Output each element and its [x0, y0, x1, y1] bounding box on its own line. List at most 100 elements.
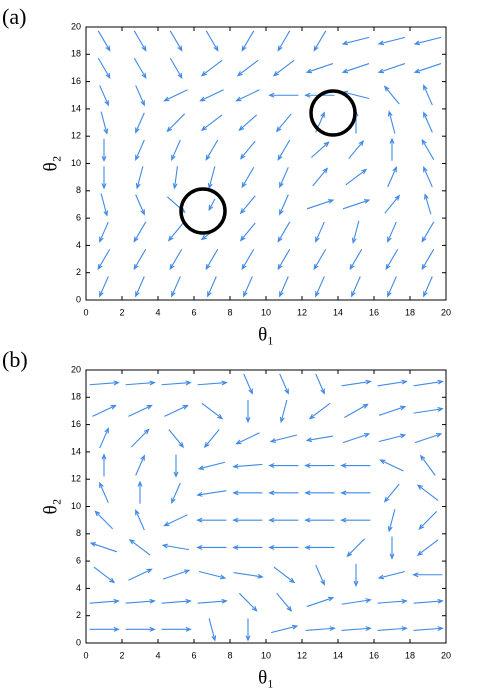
arrow: [128, 538, 151, 556]
arrow: [315, 564, 325, 586]
arrow: [344, 403, 369, 418]
arrow: [101, 138, 107, 163]
arrow: [340, 490, 371, 496]
arrow: [279, 167, 289, 189]
quiver-panel: 0 2 4 6 8 10 12 14 16 18 20 0 2 4 6 8 10 12 14 16 18 20 (b) θ₁ θ…: [2, 347, 451, 688]
x-tick-label: 2: [119, 307, 124, 317]
arrow: [268, 92, 299, 98]
arrow: [239, 222, 256, 242]
arrow: [387, 509, 396, 533]
arrow: [349, 248, 363, 271]
x-tick-label: 0: [83, 650, 88, 660]
x-axis-label: θ₁: [258, 324, 274, 345]
arrow: [130, 428, 150, 448]
arrow: [89, 598, 120, 604]
highlight-circle: [179, 187, 227, 235]
arrow: [198, 570, 227, 580]
arrow: [416, 484, 439, 501]
arrow: [168, 429, 185, 449]
arrow: [377, 379, 408, 387]
arrow: [135, 276, 145, 298]
arrow: [208, 198, 216, 212]
arrow: [424, 193, 432, 215]
plot-area: [85, 26, 447, 301]
arrow: [133, 221, 147, 243]
arrow: [306, 596, 335, 607]
x-tick-label: 16: [369, 650, 379, 660]
arrow: [341, 63, 370, 74]
arrow: [416, 539, 439, 556]
arrow: [241, 30, 255, 52]
arrow: [100, 193, 109, 217]
arrow: [163, 89, 188, 102]
arrow: [315, 373, 325, 395]
arrow: [387, 276, 397, 298]
arrow: [162, 569, 191, 580]
arrow: [172, 166, 178, 190]
arrow: [412, 572, 443, 578]
arrow: [377, 36, 406, 46]
arrow: [235, 89, 260, 102]
arrow: [413, 63, 442, 74]
y-tick-label: 4: [76, 583, 81, 593]
arrow: [137, 480, 143, 504]
arrow: [279, 194, 289, 216]
arrow: [413, 598, 444, 604]
arrow: [135, 454, 145, 476]
arrow: [89, 380, 120, 386]
arrow: [277, 221, 291, 243]
y-tick-label: 10: [71, 158, 81, 168]
arrow: [341, 36, 370, 46]
arrow: [378, 405, 407, 416]
arrow: [379, 459, 404, 472]
arrow: [345, 168, 368, 186]
arrow: [241, 248, 255, 271]
arrow: [169, 30, 183, 52]
arrow: [196, 544, 227, 550]
arrow: [99, 221, 109, 243]
arrow: [125, 598, 156, 604]
arrow: [413, 36, 442, 46]
arrow: [197, 461, 226, 471]
arrow: [353, 563, 359, 588]
arrow: [275, 113, 292, 133]
x-tick-label: 2: [119, 650, 124, 660]
y-tick-label: 10: [71, 501, 81, 511]
y-tick-label: 6: [76, 555, 81, 565]
y-tick-label: 0: [76, 637, 81, 647]
arrow: [173, 454, 179, 478]
arrow: [97, 57, 111, 79]
arrow: [304, 544, 335, 550]
arrow: [277, 30, 291, 52]
arrow: [383, 483, 400, 503]
arrow: [133, 30, 147, 52]
highlight-circle: [309, 89, 357, 137]
arrow: [92, 404, 117, 417]
arrow: [419, 454, 436, 476]
arrow: [421, 248, 435, 271]
arrow: [197, 598, 228, 604]
arrow: [161, 626, 192, 632]
arrow: [135, 112, 145, 134]
arrow: [277, 248, 291, 271]
y-tick-label: 8: [76, 185, 81, 195]
y-tick-label: 20: [71, 21, 81, 31]
arrow: [135, 509, 145, 531]
arrow: [89, 626, 120, 632]
arrow: [135, 194, 145, 216]
arrow: [268, 463, 299, 469]
y-tick-label: 20: [71, 364, 81, 374]
arrow: [277, 139, 291, 161]
x-tick-label: 12: [297, 650, 307, 660]
arrow: [304, 517, 335, 523]
plot-area: [85, 369, 447, 644]
x-axis-label: θ₁: [258, 667, 274, 688]
arrow: [351, 276, 361, 298]
arrow: [200, 114, 223, 132]
arrow: [97, 30, 111, 52]
arrow: [413, 406, 444, 414]
arrow: [232, 517, 263, 523]
arrow: [306, 199, 335, 210]
x-tick-label: 10: [261, 650, 271, 660]
y-tick-label: 8: [76, 528, 81, 538]
